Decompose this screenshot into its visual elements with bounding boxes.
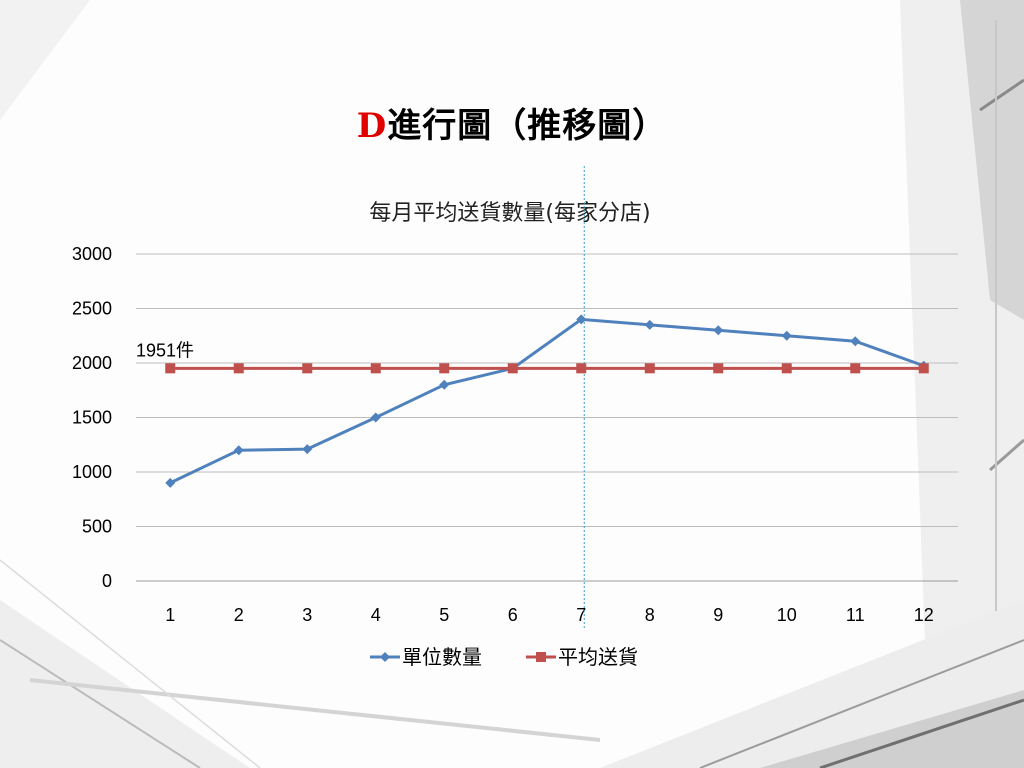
- x-tick-label: 1: [165, 605, 175, 625]
- data-point: [302, 444, 313, 455]
- y-axis: 0 500 1000 1500 2000 2500 3000: [72, 244, 112, 591]
- x-tick-label: 8: [645, 605, 655, 625]
- series-group: [165, 314, 929, 488]
- y-tick-label: 2500: [72, 299, 112, 319]
- y-tick-label: 500: [82, 517, 112, 537]
- grid-lines: [136, 253, 958, 582]
- x-tick-label: 3: [302, 605, 312, 625]
- y-tick-label: 1500: [72, 408, 112, 428]
- y-tick-label: 3000: [72, 244, 112, 264]
- data-point: [576, 314, 587, 325]
- slide-title-text: 進行圖（推移圖）: [387, 106, 668, 146]
- data-point: [165, 363, 176, 374]
- x-tick-label: 12: [914, 605, 934, 625]
- chart-title: 每月平均送貨數量(每家分店): [369, 201, 650, 226]
- x-tick-label: 11: [846, 605, 865, 625]
- y-tick-label: 2000: [72, 353, 112, 373]
- data-point: [370, 363, 381, 374]
- data-point: [165, 477, 176, 488]
- average-annotation: 1951件: [136, 340, 194, 360]
- x-tick-label: 9: [713, 605, 723, 625]
- data-point: [781, 363, 792, 374]
- legend-swatch-marker: [380, 652, 390, 662]
- x-tick-label: 2: [234, 605, 244, 625]
- data-point: [439, 379, 450, 390]
- data-point: [918, 363, 929, 374]
- x-tick-label: 5: [439, 605, 449, 625]
- data-point: [233, 363, 244, 374]
- data-point: [233, 445, 244, 456]
- data-point: [439, 363, 450, 374]
- data-point: [302, 363, 313, 374]
- y-tick-label: 0: [102, 571, 112, 591]
- data-point: [850, 336, 861, 347]
- series-2: [165, 363, 929, 374]
- x-tick-label: 10: [777, 605, 797, 625]
- data-point: [644, 319, 655, 330]
- slide-title-prefix: D: [356, 106, 388, 146]
- data-point: [850, 363, 861, 374]
- y-tick-label: 1000: [72, 462, 112, 482]
- legend: 單位數量 平均送貨: [370, 645, 638, 669]
- data-point: [576, 363, 587, 374]
- data-point: [713, 363, 724, 374]
- x-tick-label: 6: [508, 605, 518, 625]
- x-tick-label: 4: [371, 605, 381, 625]
- legend-swatch-marker: [536, 652, 546, 662]
- series-line: [169, 317, 925, 485]
- data-point: [370, 412, 381, 423]
- x-tick-label: 7: [576, 605, 586, 625]
- legend-label: 平均送貨: [558, 645, 638, 669]
- data-point: [507, 363, 518, 374]
- data-point: [713, 325, 724, 336]
- series-1: [165, 314, 929, 488]
- legend-label: 單位數量: [402, 645, 482, 669]
- data-point: [644, 363, 655, 374]
- x-axis: 1 2 3 4 5 6 7 8 9 10 11 12: [165, 605, 934, 625]
- slide-title: D進行圖（推移圖）: [0, 98, 1024, 147]
- data-point: [781, 330, 792, 341]
